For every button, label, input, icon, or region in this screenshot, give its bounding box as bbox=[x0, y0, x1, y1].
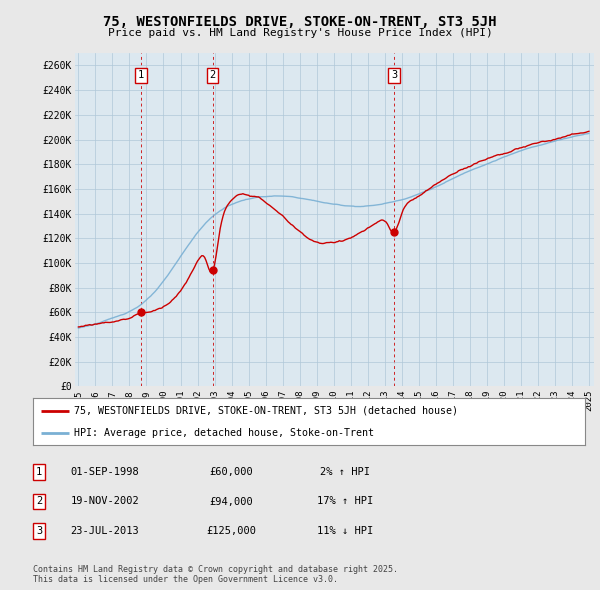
Text: 11% ↓ HPI: 11% ↓ HPI bbox=[317, 526, 373, 536]
Text: Price paid vs. HM Land Registry's House Price Index (HPI): Price paid vs. HM Land Registry's House … bbox=[107, 28, 493, 38]
Text: £125,000: £125,000 bbox=[206, 526, 256, 536]
Text: 3: 3 bbox=[391, 70, 397, 80]
Text: Contains HM Land Registry data © Crown copyright and database right 2025.
This d: Contains HM Land Registry data © Crown c… bbox=[33, 565, 398, 584]
Text: 17% ↑ HPI: 17% ↑ HPI bbox=[317, 497, 373, 506]
Text: 1: 1 bbox=[36, 467, 42, 477]
Text: HPI: Average price, detached house, Stoke-on-Trent: HPI: Average price, detached house, Stok… bbox=[74, 428, 374, 438]
Text: 01-SEP-1998: 01-SEP-1998 bbox=[71, 467, 139, 477]
Text: £60,000: £60,000 bbox=[209, 467, 253, 477]
Text: 2: 2 bbox=[36, 497, 42, 506]
Text: 2: 2 bbox=[209, 70, 216, 80]
Text: 19-NOV-2002: 19-NOV-2002 bbox=[71, 497, 139, 506]
Text: 23-JUL-2013: 23-JUL-2013 bbox=[71, 526, 139, 536]
Text: 75, WESTONFIELDS DRIVE, STOKE-ON-TRENT, ST3 5JH: 75, WESTONFIELDS DRIVE, STOKE-ON-TRENT, … bbox=[103, 15, 497, 29]
Text: £94,000: £94,000 bbox=[209, 497, 253, 506]
Text: 3: 3 bbox=[36, 526, 42, 536]
Text: 1: 1 bbox=[138, 70, 144, 80]
Text: 2% ↑ HPI: 2% ↑ HPI bbox=[320, 467, 370, 477]
Text: 75, WESTONFIELDS DRIVE, STOKE-ON-TRENT, ST3 5JH (detached house): 75, WESTONFIELDS DRIVE, STOKE-ON-TRENT, … bbox=[74, 406, 458, 416]
